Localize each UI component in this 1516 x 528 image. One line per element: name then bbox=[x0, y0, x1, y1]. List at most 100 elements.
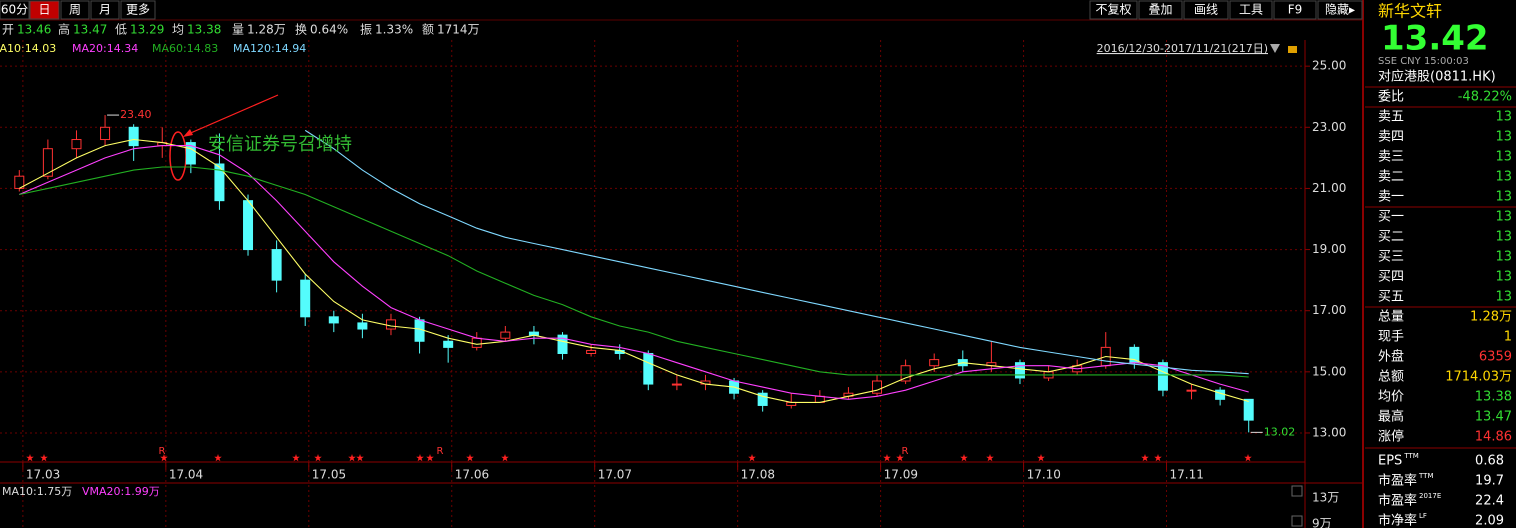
scroll-button[interactable] bbox=[1291, 485, 1303, 497]
legend-entry: MA120:14.94 bbox=[233, 42, 306, 55]
last-price: 13.42 bbox=[1381, 19, 1489, 59]
candle-body bbox=[328, 316, 339, 324]
quote-value: 13.38 bbox=[187, 23, 221, 37]
row-value: 6359 bbox=[1479, 350, 1512, 365]
row-label: 买二 bbox=[1378, 230, 1404, 245]
toolbar-button[interactable] bbox=[1138, 0, 1183, 20]
candle-body bbox=[14, 175, 25, 189]
toolbar-label: 叠加 bbox=[1148, 3, 1172, 17]
dropdown-icon[interactable] bbox=[1270, 44, 1280, 53]
toolbar-button[interactable] bbox=[1229, 0, 1273, 20]
x-tick-label: 17.08 bbox=[741, 468, 775, 482]
toolbar-button[interactable] bbox=[60, 0, 90, 20]
star bbox=[348, 454, 356, 462]
quote-label: 低 bbox=[115, 23, 127, 37]
volume-axis-label: 9万 bbox=[1312, 517, 1332, 528]
marker: R bbox=[902, 446, 909, 457]
row-label: 最高 bbox=[1378, 409, 1404, 425]
toolbar-button[interactable] bbox=[1183, 0, 1229, 20]
toolbar-button[interactable] bbox=[1317, 0, 1363, 20]
candle-body bbox=[671, 383, 682, 386]
legend-entry: MA60:14.83 bbox=[152, 42, 218, 55]
row-label: 市净率 bbox=[1378, 513, 1417, 528]
row-value: 13 bbox=[1495, 170, 1512, 185]
row-value: 13 bbox=[1495, 150, 1512, 165]
ma-line bbox=[19, 145, 1249, 400]
row-label: 买五 bbox=[1378, 290, 1404, 305]
star bbox=[356, 454, 364, 462]
row-label: 市盈率 bbox=[1378, 473, 1417, 489]
star bbox=[292, 454, 300, 462]
x-tick-label: 17.05 bbox=[312, 468, 346, 482]
quote-value: 1714万 bbox=[437, 23, 480, 37]
scroll-button[interactable] bbox=[1291, 515, 1303, 527]
x-tick-label: 17.06 bbox=[455, 468, 489, 482]
legend-entry: MA10:14.03 bbox=[0, 42, 56, 55]
quote-label: 量 bbox=[232, 23, 244, 37]
lock-icon[interactable] bbox=[1288, 46, 1297, 53]
toolbar-button[interactable] bbox=[90, 0, 120, 20]
star bbox=[986, 454, 994, 462]
candle-body bbox=[1215, 389, 1226, 400]
row-value: 13 bbox=[1495, 290, 1512, 305]
quote-label: 高 bbox=[58, 22, 70, 37]
candle-body bbox=[443, 340, 454, 348]
star bbox=[314, 454, 322, 462]
toolbar-label: 日 bbox=[38, 3, 50, 17]
toolbar-button[interactable] bbox=[120, 0, 156, 20]
row-value: 1714.03万 bbox=[1445, 370, 1512, 385]
x-tick-label: 17.07 bbox=[598, 468, 632, 482]
star bbox=[26, 454, 34, 462]
y-tick-label: 13.00 bbox=[1312, 425, 1346, 439]
row-value: 1.28万 bbox=[1470, 310, 1512, 325]
candle-body bbox=[586, 349, 597, 354]
candle-body bbox=[271, 249, 282, 281]
toolbar-label: 更多 bbox=[126, 3, 150, 17]
candle-body bbox=[100, 126, 111, 141]
star bbox=[896, 454, 904, 462]
quote-value: 0.64% bbox=[310, 23, 348, 37]
star bbox=[214, 454, 222, 462]
y-tick-label: 19.00 bbox=[1312, 242, 1346, 256]
row-sup: 2017E bbox=[1419, 492, 1441, 500]
x-tick-label: 17.03 bbox=[26, 468, 60, 482]
y-tick-label: 21.00 bbox=[1312, 181, 1346, 195]
row-value: 13 bbox=[1495, 270, 1512, 285]
y-tick-label: 25.00 bbox=[1312, 59, 1346, 73]
row-value: 13 bbox=[1495, 210, 1512, 225]
row-label: 总额 bbox=[1378, 370, 1404, 385]
candle-body bbox=[243, 200, 254, 251]
hk-link: 对应港股(0811.HK) bbox=[1378, 69, 1496, 85]
toolbar-button[interactable] bbox=[1089, 0, 1138, 20]
row-label: 卖一 bbox=[1378, 190, 1404, 205]
row-label: 卖五 bbox=[1378, 110, 1404, 125]
marker: R bbox=[159, 446, 166, 457]
candle-body bbox=[357, 322, 368, 330]
row-label: 均价 bbox=[1378, 390, 1404, 405]
quote-label: 换 bbox=[295, 23, 307, 37]
toolbar-label: 画线 bbox=[1194, 3, 1218, 17]
star bbox=[1154, 454, 1162, 462]
toolbar-button[interactable] bbox=[0, 0, 30, 20]
row-label: 涨停 bbox=[1378, 429, 1404, 445]
toolbar-button[interactable] bbox=[1273, 0, 1317, 20]
x-tick-label: 17.09 bbox=[884, 468, 918, 482]
row-sup: LF bbox=[1419, 512, 1427, 520]
candle-body bbox=[300, 279, 311, 318]
volume-axis-label: 13万 bbox=[1312, 491, 1339, 505]
stock-name: 新华文轩 bbox=[1378, 2, 1442, 21]
y-tick-label: 15.00 bbox=[1312, 364, 1346, 378]
toolbar-button[interactable] bbox=[29, 0, 60, 20]
arrow-head bbox=[183, 129, 193, 137]
row-label: 卖四 bbox=[1378, 130, 1404, 145]
toolbar-label: F9 bbox=[1288, 3, 1303, 17]
x-tick-label: 17.11 bbox=[1170, 468, 1204, 482]
star bbox=[1037, 454, 1045, 462]
star bbox=[160, 454, 168, 462]
row-value: 1 bbox=[1504, 330, 1512, 345]
row-value: 13 bbox=[1495, 250, 1512, 265]
candle-body bbox=[1157, 362, 1168, 391]
low-label: 13.02 bbox=[1264, 425, 1296, 438]
